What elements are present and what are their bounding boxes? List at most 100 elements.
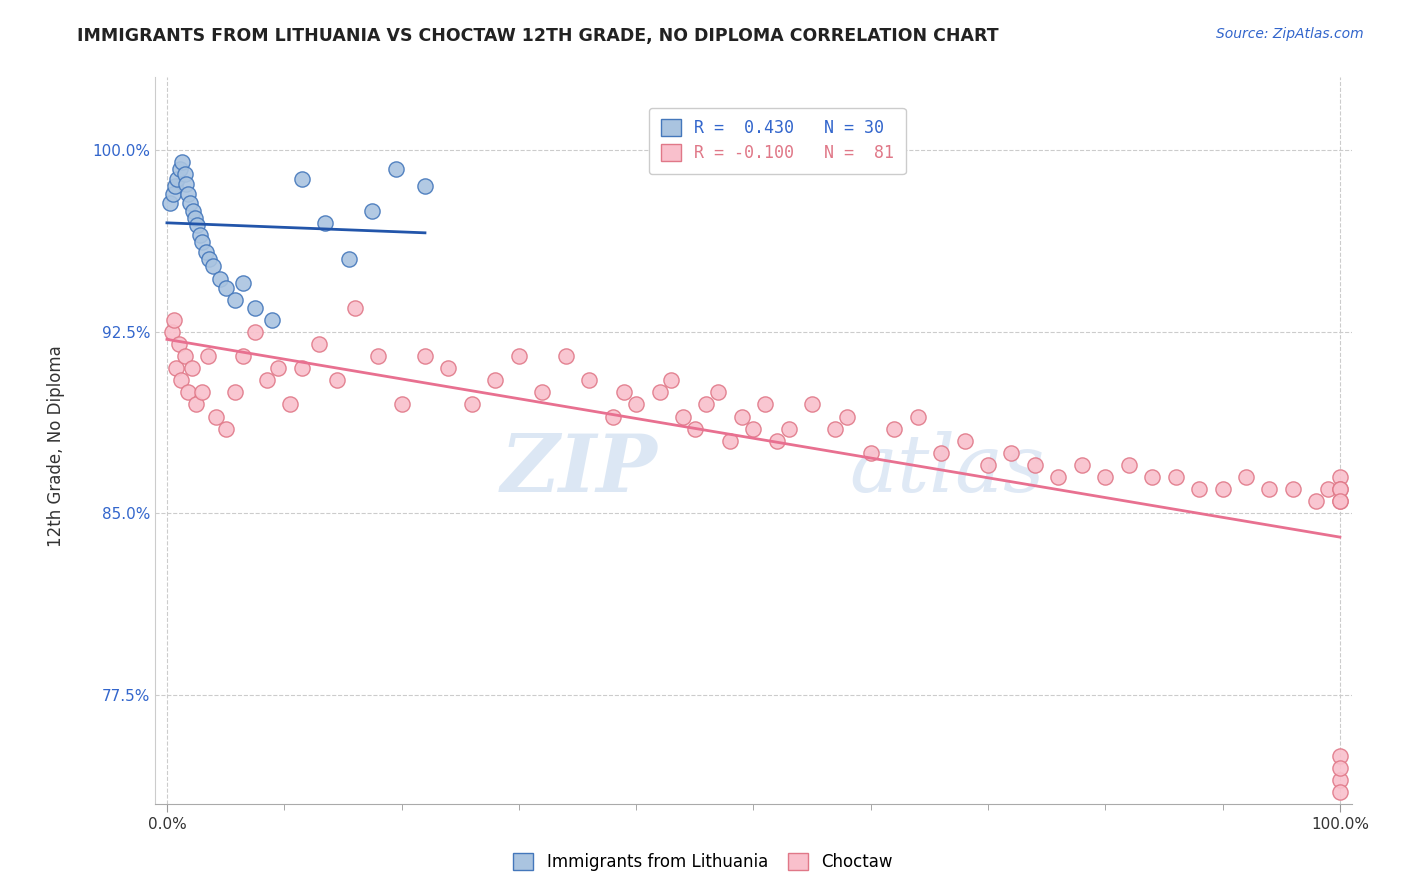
Point [837, 409, 859, 424]
Point [883, 422, 905, 436]
Point [1329, 494, 1351, 508]
Point [730, 409, 752, 424]
Point [754, 397, 776, 411]
Point [1329, 483, 1351, 497]
Point [278, 397, 301, 411]
Legend: R =  0.430   N = 30, R = -0.100   N =  81: R = 0.430 N = 30, R = -0.100 N = 81 [650, 108, 905, 174]
Point [184, 211, 207, 225]
Point [859, 446, 882, 460]
Point [197, 349, 219, 363]
Point [191, 235, 214, 249]
Point [1047, 470, 1070, 484]
Point [413, 179, 436, 194]
Point [613, 385, 636, 400]
Point [181, 203, 204, 218]
Point [578, 373, 600, 387]
Point [214, 281, 236, 295]
Point [243, 301, 266, 315]
Point [1234, 470, 1257, 484]
Point [267, 361, 290, 376]
Point [224, 293, 246, 308]
Point [624, 397, 647, 411]
Point [208, 271, 231, 285]
Point [907, 409, 929, 424]
Point [1305, 494, 1327, 508]
Point [262, 312, 284, 326]
Point [232, 277, 254, 291]
Text: IMMIGRANTS FROM LITHUANIA VS CHOCTAW 12TH GRADE, NO DIPLOMA CORRELATION CHART: IMMIGRANTS FROM LITHUANIA VS CHOCTAW 12T… [77, 27, 998, 45]
Point [1329, 748, 1351, 763]
Point [177, 186, 200, 201]
Point [1140, 470, 1163, 484]
Point [308, 337, 330, 351]
Point [1329, 761, 1351, 775]
Point [508, 349, 530, 363]
Text: 12th Grade, No Diploma: 12th Grade, No Diploma [48, 345, 65, 547]
Text: atlas: atlas [849, 431, 1045, 508]
Point [205, 409, 228, 424]
Point [683, 422, 706, 436]
Point [391, 397, 413, 411]
Point [172, 155, 194, 169]
Point [461, 397, 484, 411]
Point [361, 203, 384, 218]
Point [1329, 494, 1351, 508]
Text: ZIP: ZIP [501, 431, 658, 508]
Point [163, 312, 186, 326]
Point [343, 301, 366, 315]
Point [801, 397, 824, 411]
Point [224, 385, 246, 400]
Point [1282, 483, 1305, 497]
Legend: Immigrants from Lithuania, Choctaw: Immigrants from Lithuania, Choctaw [505, 845, 901, 880]
Point [1094, 470, 1116, 484]
Point [194, 244, 217, 259]
Point [165, 179, 187, 194]
Text: Source: ZipAtlas.com: Source: ZipAtlas.com [1216, 27, 1364, 41]
Point [554, 349, 576, 363]
Point [1118, 458, 1140, 472]
Point [766, 434, 789, 448]
Point [1188, 483, 1211, 497]
Point [1329, 772, 1351, 787]
Point [177, 385, 200, 400]
Point [314, 216, 336, 230]
Point [173, 167, 195, 181]
Point [672, 409, 695, 424]
Point [162, 186, 184, 201]
Point [337, 252, 360, 267]
Point [742, 422, 765, 436]
Point [291, 361, 314, 376]
Point [180, 361, 202, 376]
Point [198, 252, 221, 267]
Point [707, 385, 730, 400]
Point [173, 349, 195, 363]
Point [188, 227, 211, 242]
Point [159, 196, 181, 211]
Point [186, 218, 208, 232]
Point [1164, 470, 1187, 484]
Point [165, 361, 187, 376]
Point [484, 373, 506, 387]
Point [243, 325, 266, 339]
Point [1317, 483, 1340, 497]
Point [977, 458, 1000, 472]
Point [167, 337, 190, 351]
Point [367, 349, 389, 363]
Point [1070, 458, 1092, 472]
Point [160, 325, 183, 339]
Point [186, 397, 208, 411]
Point [648, 385, 671, 400]
Point [201, 260, 224, 274]
Point [695, 397, 717, 411]
Point [384, 162, 406, 177]
Point [326, 373, 349, 387]
Point [824, 422, 846, 436]
Point [1000, 446, 1022, 460]
Point [166, 172, 188, 186]
Point [170, 373, 193, 387]
Point [718, 434, 741, 448]
Point [1024, 458, 1046, 472]
Point [659, 373, 682, 387]
Point [256, 373, 278, 387]
Point [531, 385, 554, 400]
